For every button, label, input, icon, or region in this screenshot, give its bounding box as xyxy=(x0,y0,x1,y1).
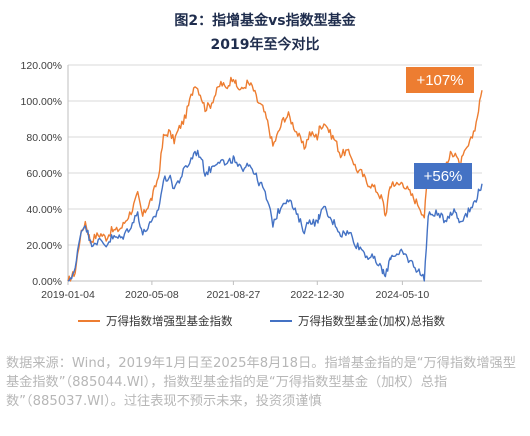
end-labels: +107% +56% xyxy=(406,67,474,189)
axes: 0.00% 20.00% 40.00% 60.00% 80.00% 100.00% 120.… xyxy=(21,60,430,301)
x-tick-label: 2020-05-08 xyxy=(125,289,179,301)
y-tick-label: 100.00% xyxy=(21,96,62,108)
y-tick-label: 120.00% xyxy=(21,60,62,72)
y-tick-label: 40.00% xyxy=(26,204,62,216)
end-label: +107% xyxy=(416,72,463,89)
legend-label: 万得指数增强型基金指数 xyxy=(106,314,233,328)
x-tick-label: 2024-05-10 xyxy=(376,289,430,301)
end-label-box xyxy=(406,67,474,93)
series-lines xyxy=(67,76,483,282)
y-tick-label: 20.00% xyxy=(26,240,62,252)
legend-label: 万得指数型基金(加权)总指数 xyxy=(298,314,445,328)
line-chart: 0.00% 20.00% 40.00% 60.00% 80.00% 100.00% 120.… xyxy=(21,60,483,328)
y-tick-label: 0.00% xyxy=(32,276,62,288)
series-line xyxy=(67,149,483,282)
x-tick-label: 2021-08-27 xyxy=(207,289,261,301)
y-tick-label: 60.00% xyxy=(26,168,62,180)
x-tick-label: 2022-12-30 xyxy=(290,289,344,301)
end-label: +56% xyxy=(424,168,463,185)
y-tick-label: 80.00% xyxy=(26,132,62,144)
footnote: 数据来源：Wind，2019年1月日至2025年8月18日。指增基金指的是“万得… xyxy=(6,356,516,409)
chart-subtitle: 2019年至今对比 xyxy=(210,37,320,53)
series-line xyxy=(67,76,483,282)
chart-title: 图2：指增基金vs指数型基金 xyxy=(174,13,356,29)
end-label-box xyxy=(414,163,472,189)
x-tick-label: 2019-01-04 xyxy=(41,289,95,301)
gridlines xyxy=(68,64,482,282)
legend: 万得指数增强型基金指数 万得指数型基金(加权)总指数 xyxy=(78,314,445,328)
